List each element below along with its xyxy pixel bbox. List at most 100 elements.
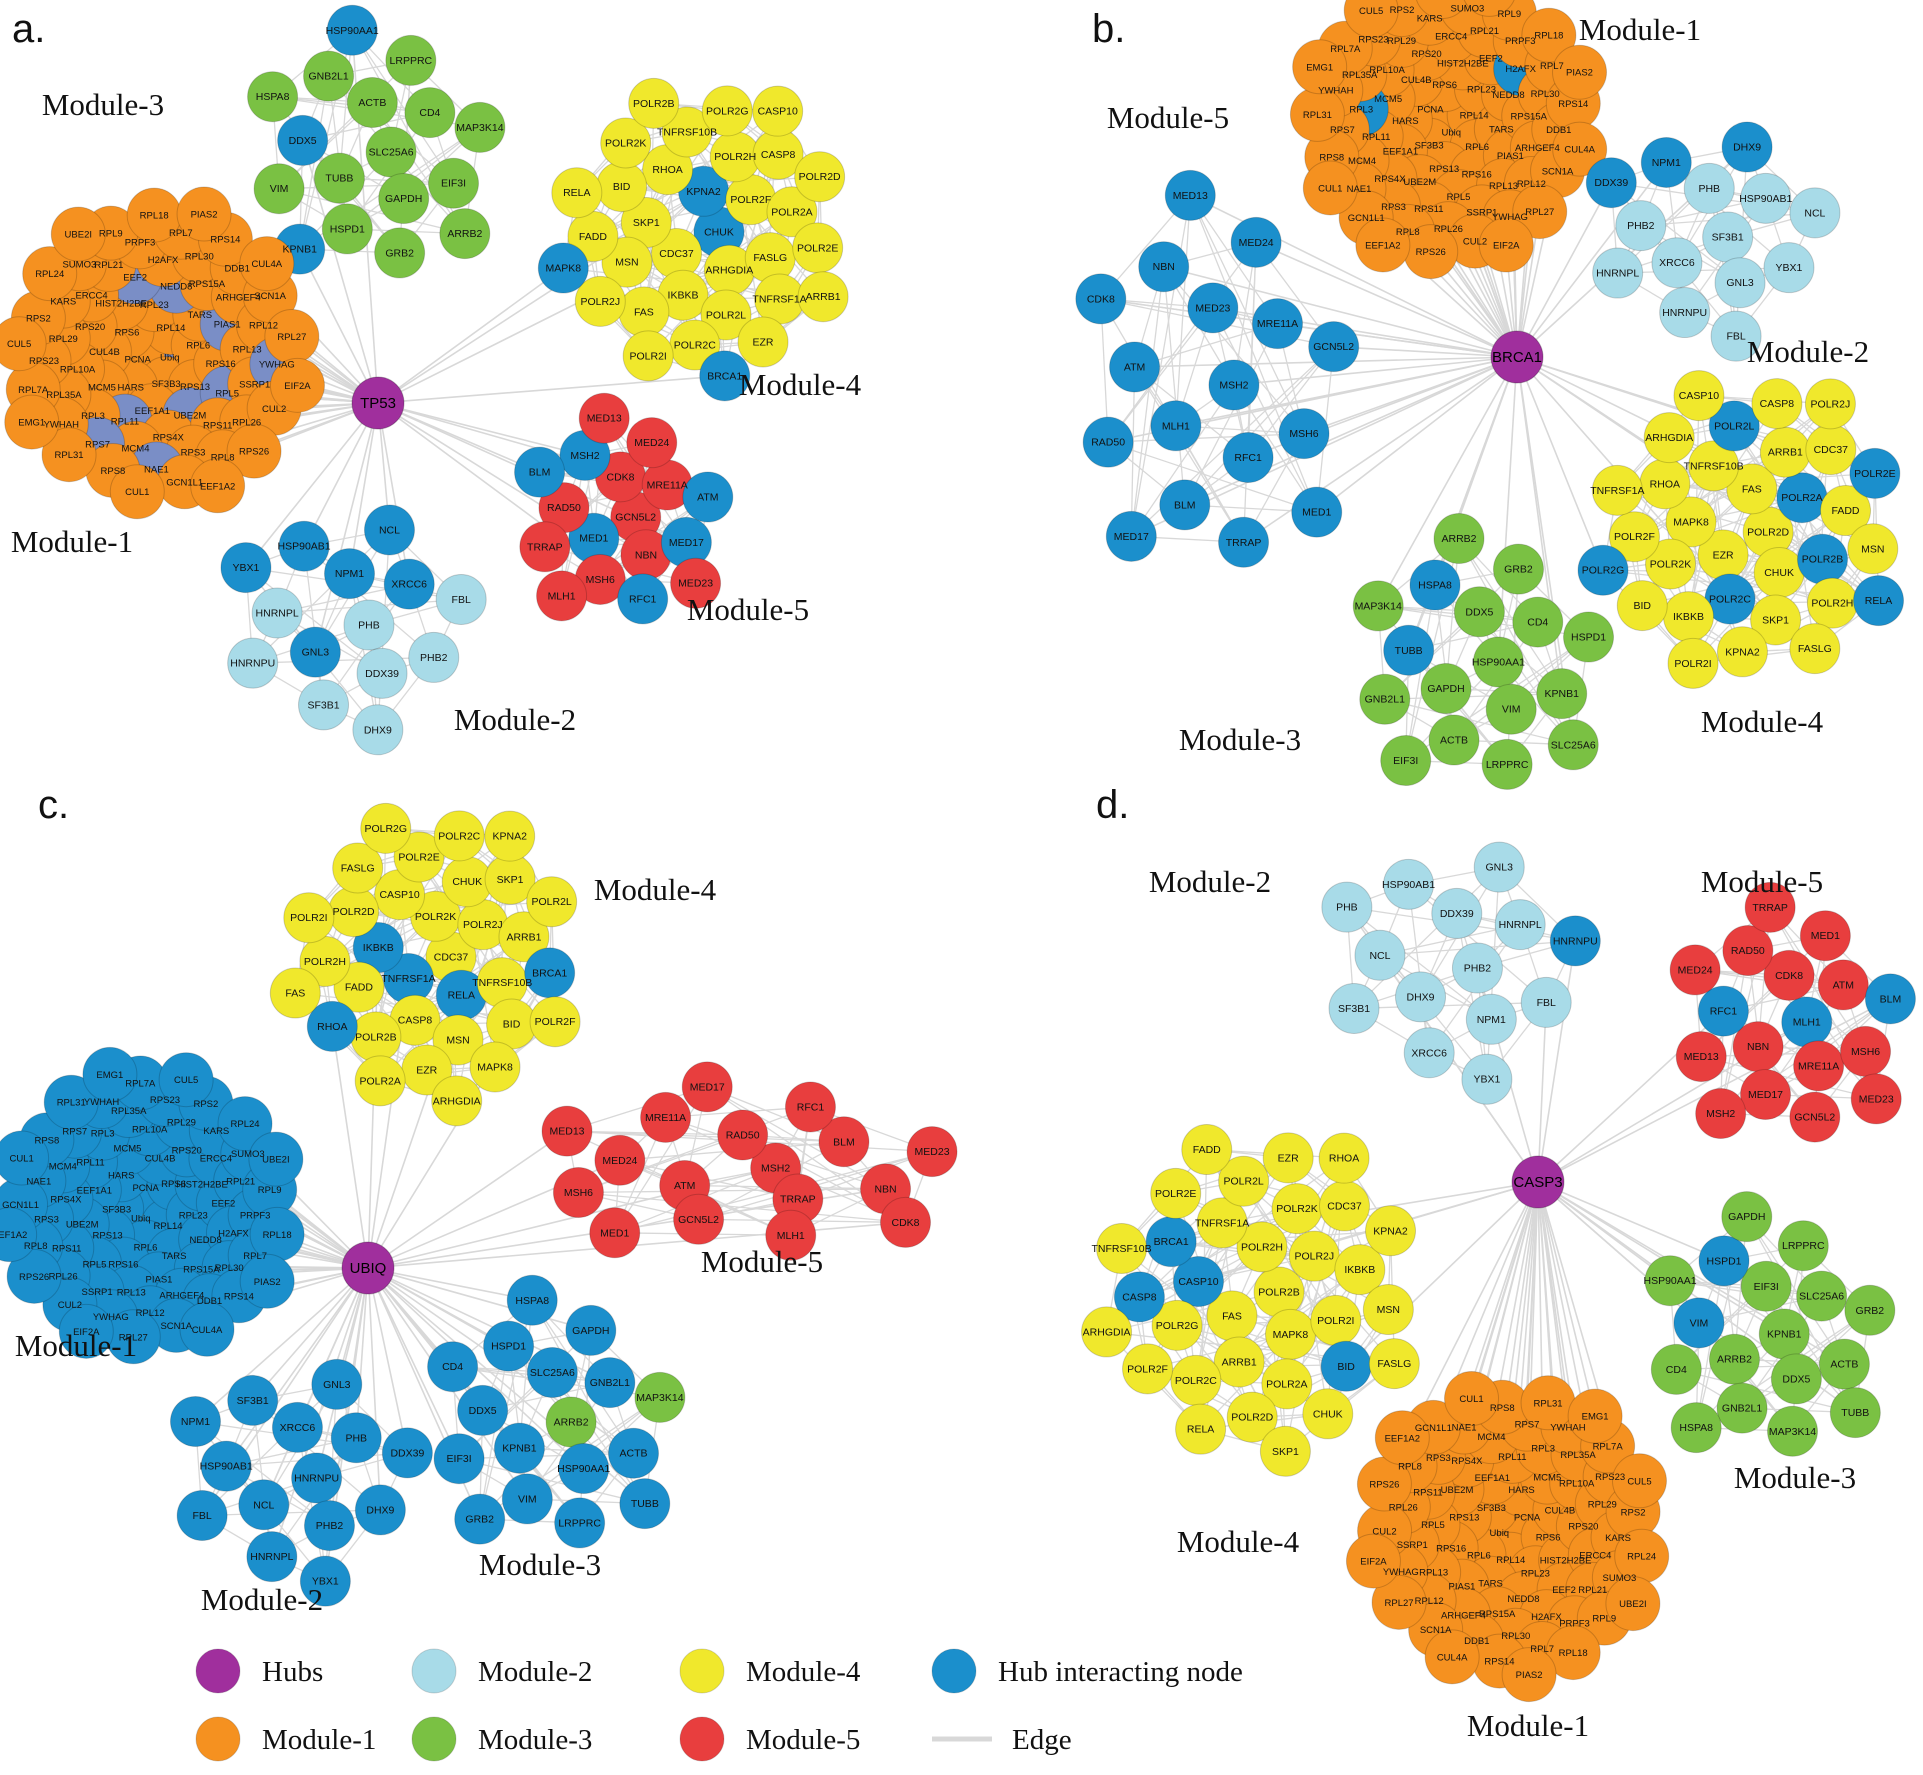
gene-node-HSPD1 [321, 203, 373, 255]
gene-label-FBL: FBL [192, 1510, 211, 1522]
hub-label-TP53: TP53 [360, 395, 396, 412]
gene-node-DDX5 [1770, 1353, 1822, 1405]
gene-label-MED23: MED23 [915, 1146, 950, 1158]
gene-label-RPL30: RPL30 [215, 1263, 244, 1274]
module-label-a-module5: Module-5 [687, 592, 809, 627]
gene-label-POLR2F: POLR2F [1614, 531, 1655, 543]
gene-node-MED1 [1799, 910, 1851, 962]
gene-node-DDX5 [1453, 586, 1505, 638]
gene-node-FADD [333, 961, 385, 1013]
gene-node-ARRB2 [1433, 513, 1485, 565]
gene-label-Ubiq: Ubiq [1490, 1528, 1510, 1539]
gene-label-MLH1: MLH1 [548, 590, 576, 602]
hub-edge [1516, 182, 1612, 358]
legend-label-module-4: Module-4 [746, 1656, 861, 1688]
gene-label-RPS7: RPS7 [1515, 1420, 1540, 1431]
legend-label-module-3: Module-3 [478, 1724, 592, 1756]
hub-edge [367, 1267, 533, 1302]
gene-node-MRE11A [1793, 1040, 1845, 1092]
gene-node-POLR2A [354, 1055, 406, 1107]
gene-node-XRCC6 [1403, 1027, 1455, 1079]
gene-label-RPS2: RPS2 [1390, 5, 1415, 16]
gene-label-UBE2I: UBE2I [262, 1155, 289, 1166]
gene-label-EEF1A1: EEF1A1 [1383, 146, 1418, 157]
gene-node-GCN5L2 [1789, 1091, 1841, 1143]
gene-node-XRCC6 [1651, 237, 1703, 289]
gene-label-PHB: PHB [358, 620, 380, 632]
gene-label-GCN1L1: GCN1L1 [1348, 213, 1385, 224]
gene-label-CD4: CD4 [419, 107, 440, 119]
legend-swatch-blue [931, 1648, 977, 1694]
hub-edge [367, 1221, 906, 1269]
gene-label-HSPA8: HSPA8 [1679, 1422, 1713, 1434]
edge [458, 1329, 592, 1460]
gene-label-NAE1: NAE1 [1452, 1423, 1477, 1434]
gene-label-SCN1A: SCN1A [160, 1321, 192, 1332]
gene-label-MLH1: MLH1 [1162, 420, 1190, 432]
gene-label-RPL8: RPL8 [1396, 227, 1420, 238]
gene-node-FBL [176, 1490, 228, 1542]
gene-label-GNB2L1: GNB2L1 [308, 71, 348, 83]
gene-node-GNL3 [1473, 841, 1525, 893]
gene-label-RPL7A: RPL7A [1593, 1442, 1624, 1453]
module-label-c-module3: Module-3 [479, 1547, 601, 1582]
gene-label-ARRB2: ARRB2 [554, 1417, 589, 1429]
hub-edge [367, 1267, 409, 1454]
gene-label-PIAS1: PIAS1 [214, 320, 241, 331]
gene-label-POLR2J: POLR2J [1294, 1251, 1334, 1263]
gene-label-RPL26: RPL26 [1434, 224, 1463, 235]
gene-label-FASLG: FASLG [1377, 1358, 1411, 1370]
gene-label-HNRNPU: HNRNPU [294, 1473, 339, 1485]
gene-node-UBE2I [1605, 1576, 1661, 1632]
gene-node-EIF3I [1380, 735, 1432, 787]
edge [507, 1346, 528, 1500]
module-label-b-module5: Module-5 [1107, 100, 1229, 135]
gene-label-ATM: ATM [697, 492, 718, 504]
gene-node-KPNA2 [1716, 626, 1768, 678]
gene-label-RPL10A: RPL10A [132, 1124, 168, 1135]
gene-label-RPL29: RPL29 [167, 1118, 196, 1129]
hub-edge [1516, 161, 1667, 358]
gene-label-RAD50: RAD50 [1091, 437, 1125, 449]
gene-label-HSP90AA1: HSP90AA1 [1643, 1275, 1696, 1287]
gene-node-PHB [343, 599, 395, 651]
gene-label-HNRNPU: HNRNPU [230, 658, 275, 670]
gene-node-TUBB [313, 152, 365, 204]
gene-label-GNL3: GNL3 [323, 1379, 351, 1391]
gene-label-RPS14: RPS14 [210, 235, 240, 246]
gene-node-DDX39 [381, 1427, 433, 1479]
gene-label-RPL30: RPL30 [1531, 89, 1560, 100]
gene-label-CUL4B: CUL4B [1545, 1505, 1576, 1516]
gene-node-GAPDH [1721, 1191, 1773, 1243]
gene-node-FAS [269, 967, 321, 1019]
gene-label-DHX9: DHX9 [366, 1504, 394, 1516]
gene-label-RPL31: RPL31 [57, 1098, 86, 1109]
gene-label-ACTB: ACTB [358, 97, 386, 109]
module-label-a-module2: Module-2 [454, 702, 576, 737]
gene-node-CD4 [1650, 1343, 1702, 1395]
gene-label-MLH1: MLH1 [1793, 1017, 1821, 1029]
gene-label-SSRP1: SSRP1 [1466, 207, 1497, 218]
gene-label-CDC37: CDC37 [659, 248, 694, 260]
gene-label-RPS8: RPS8 [1490, 1403, 1515, 1414]
gene-label-RPS3: RPS3 [34, 1214, 59, 1225]
gene-node-HNRNPL [1494, 899, 1546, 951]
gene-label-TUBB: TUBB [325, 173, 353, 185]
gene-label-RPL12: RPL12 [1415, 1596, 1444, 1607]
gene-label-SCN1A: SCN1A [1542, 166, 1574, 177]
hub-edge [296, 1267, 369, 1428]
gene-label-FAS: FAS [634, 306, 654, 318]
gene-label-GAPDH: GAPDH [385, 193, 422, 205]
gene-label-BID: BID [503, 1019, 521, 1031]
edge [252, 656, 434, 664]
gene-node-HSPD1 [1563, 611, 1615, 663]
gene-label-HIST2H2BE: HIST2H2BE [1540, 1556, 1592, 1567]
gene-label-SSRP1: SSRP1 [239, 379, 270, 390]
gene-node-EIF2A [58, 1303, 114, 1359]
gene-label-H2AFX: H2AFX [1531, 1612, 1562, 1623]
gene-label-HSP90AA1: HSP90AA1 [557, 1463, 610, 1475]
gene-label-CUL1: CUL1 [9, 1154, 33, 1165]
edge [407, 835, 511, 979]
gene-label-RPL29: RPL29 [1387, 36, 1416, 47]
edge [1788, 974, 1877, 1100]
